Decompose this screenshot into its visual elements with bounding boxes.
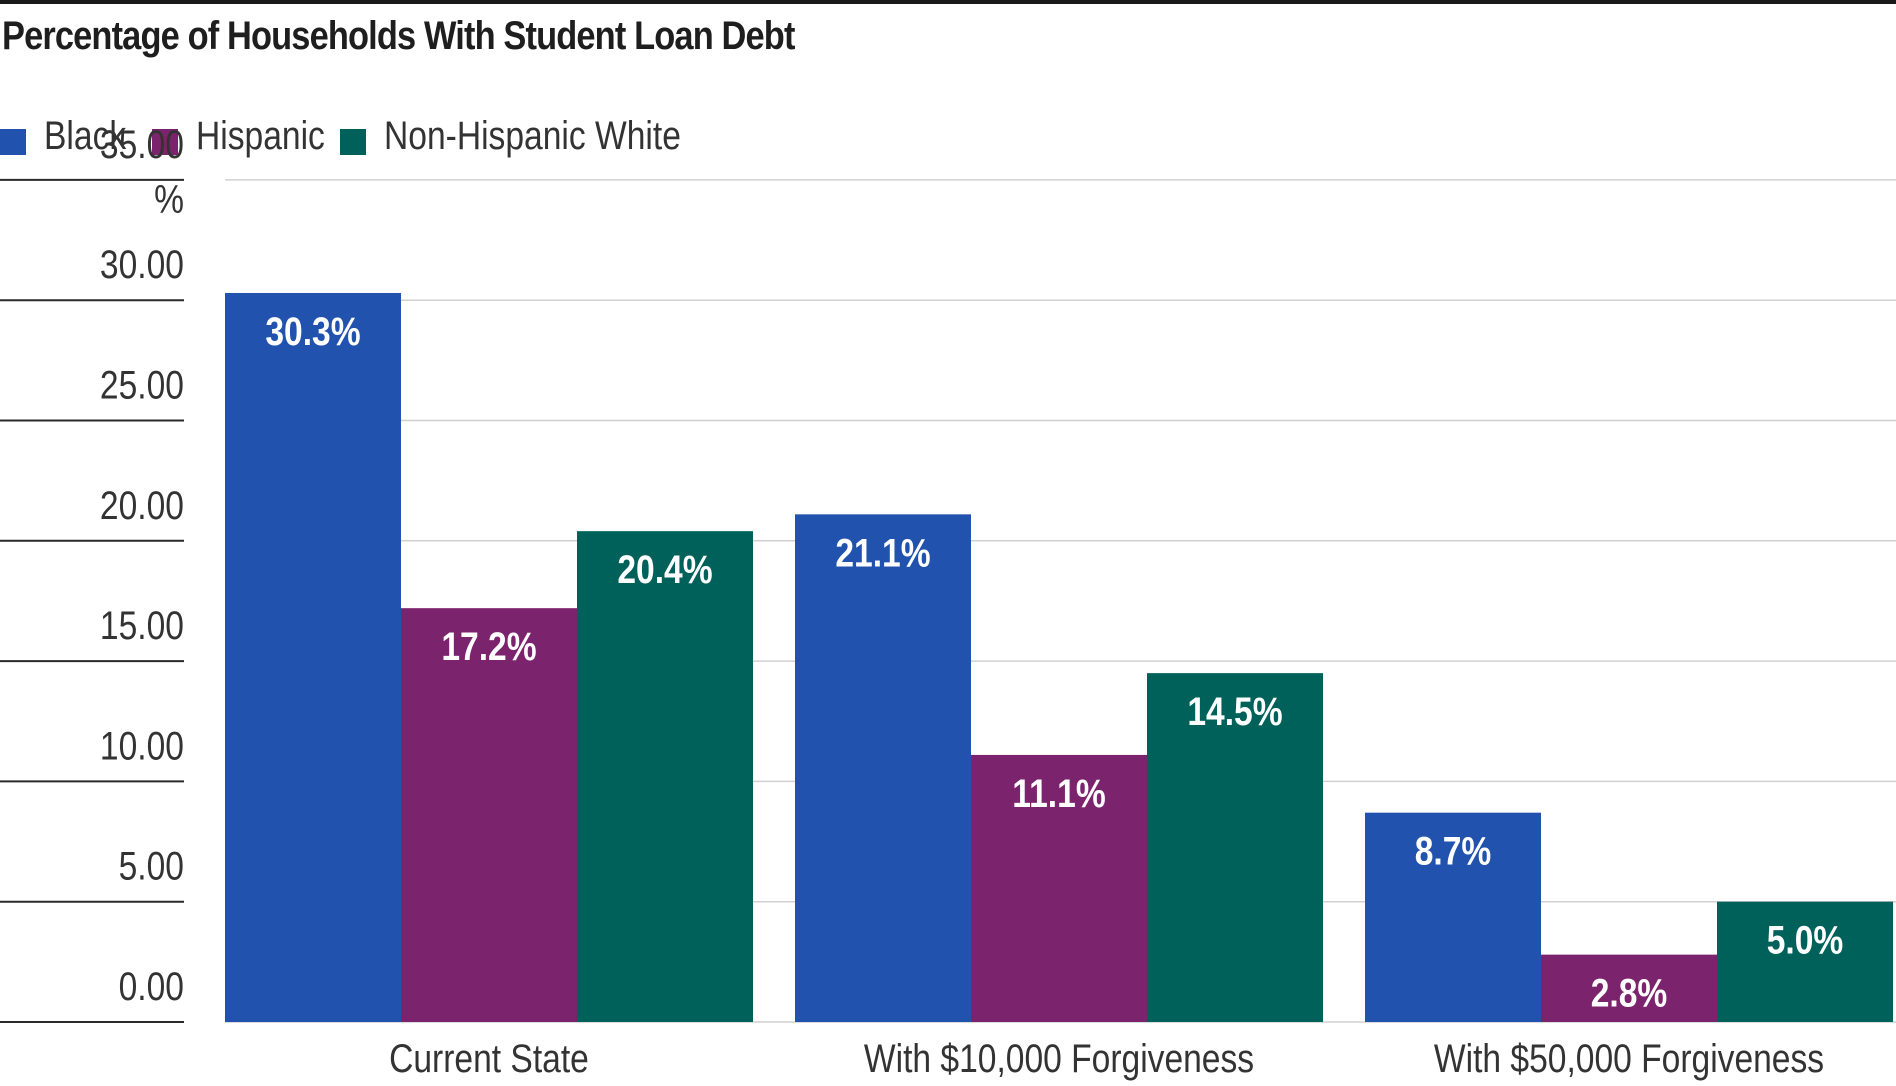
data-label-hispanic-current-state: 17.2% bbox=[441, 624, 536, 668]
x-category-label-with-50-000-forgiveness: With $50,000 Forgiveness bbox=[1434, 1036, 1824, 1080]
y-tick-label-7: 35.00 bbox=[100, 122, 184, 166]
legend-swatch-non-hispanic-white bbox=[340, 129, 366, 155]
y-tick-label-4: 20.00 bbox=[100, 483, 184, 527]
bar-non-hispanic-white-with-50-000-forgiveness bbox=[1717, 901, 1893, 1022]
data-label-black-current-state: 30.3% bbox=[265, 309, 360, 353]
legend-swatch-hispanic bbox=[152, 129, 178, 155]
legend-swatch-black bbox=[0, 129, 26, 155]
bar-hispanic-current-state bbox=[401, 608, 577, 1022]
y-tick-label-3: 15.00 bbox=[100, 603, 184, 647]
y-tick-label-0: 0.00 bbox=[119, 964, 184, 1008]
bar-black-with-50-000-forgiveness bbox=[1365, 812, 1541, 1022]
bar-hispanic-with-10-000-forgiveness bbox=[971, 754, 1147, 1022]
y-tick-label-2: 10.00 bbox=[100, 724, 184, 768]
data-label-hispanic-with-50-000-forgiveness: 2.8% bbox=[1591, 971, 1668, 1015]
bar-non-hispanic-white-with-10-000-forgiveness bbox=[1147, 673, 1323, 1022]
y-tick-label-1: 5.00 bbox=[119, 844, 184, 888]
x-category-label-with-10-000-forgiveness: With $10,000 Forgiveness bbox=[864, 1036, 1254, 1080]
data-label-non-hispanic-white-with-50-000-forgiveness: 5.0% bbox=[1767, 918, 1844, 962]
data-label-black-with-10-000-forgiveness: 21.1% bbox=[835, 531, 930, 575]
legend-label-black: Black bbox=[44, 114, 127, 158]
legend-label-non-hispanic-white: Non-Hispanic White bbox=[384, 114, 681, 158]
bar-black-with-10-000-forgiveness bbox=[795, 514, 971, 1022]
bar-hispanic-with-50-000-forgiveness bbox=[1541, 954, 1717, 1022]
data-label-hispanic-with-10-000-forgiveness: 11.1% bbox=[1012, 771, 1105, 815]
y-unit-label: % bbox=[154, 177, 184, 221]
x-category-label-current-state: Current State bbox=[389, 1036, 589, 1080]
chart-title: Percentage of Households With Student Lo… bbox=[2, 14, 795, 58]
y-tick-label-6: 30.00 bbox=[100, 242, 184, 286]
data-label-black-with-50-000-forgiveness: 8.7% bbox=[1415, 829, 1492, 873]
bar-black-current-state bbox=[225, 292, 401, 1022]
data-label-non-hispanic-white-current-state: 20.4% bbox=[617, 547, 712, 591]
legend-label-hispanic: Hispanic bbox=[196, 114, 325, 158]
data-label-non-hispanic-white-with-10-000-forgiveness: 14.5% bbox=[1187, 689, 1282, 733]
y-tick-label-5: 25.00 bbox=[100, 363, 184, 407]
bar-non-hispanic-white-current-state bbox=[577, 531, 753, 1022]
top-rule bbox=[0, 0, 1896, 4]
